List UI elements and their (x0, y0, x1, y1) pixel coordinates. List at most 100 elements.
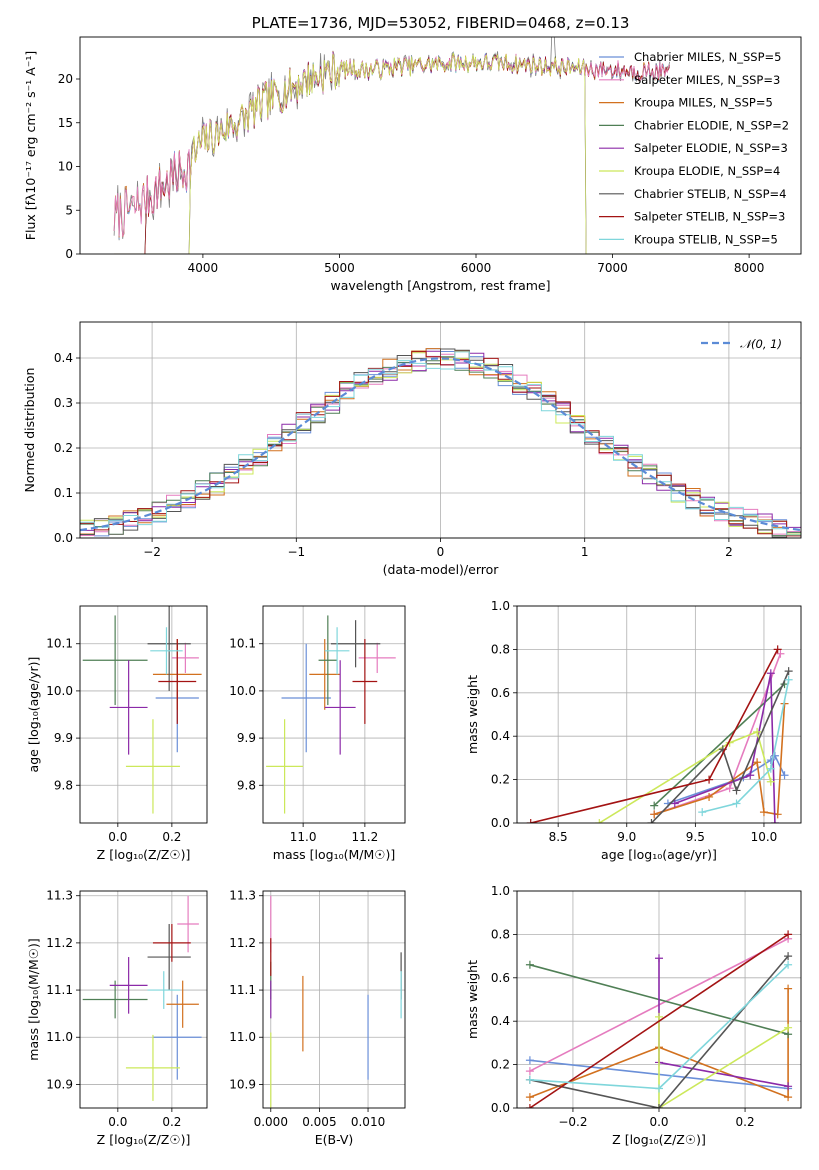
plot-area (113, 37, 670, 254)
weight-point (595, 819, 604, 823)
x-tick-label: 0.005 (302, 1115, 336, 1129)
weight-point (525, 1093, 534, 1102)
weight-point (759, 808, 768, 817)
y-tick-label: 0.6 (491, 971, 510, 985)
y-tick-label: 9.8 (54, 778, 73, 792)
weight-point (732, 799, 741, 808)
panel-z-age: 0.0 0.2 9.8 9.9 10.0 10.1 Z [log₁₀(Z/Z☉)] age [… (26, 605, 208, 862)
x-axis-label: Z [log₁₀(Z/Z☉)] (97, 847, 191, 862)
x-axis-label: wavelength [Angstrom, rest frame] (330, 278, 550, 293)
x-tick-label: 0.0 (108, 1115, 127, 1129)
weight-point (784, 667, 793, 676)
axes-frame (516, 890, 802, 1109)
weight-point (766, 777, 775, 786)
y-axis-label: mass [log₁₀(M/M☉)] (26, 938, 41, 1060)
panel-ebv-mass: 0.000 0.005 0.010 10.9 11.0 11.1 11.2 11.3 E(B-V… (229, 889, 406, 1147)
x-tick-label: 0.0 (649, 1115, 668, 1129)
y-tick-label: 1.0 (491, 884, 510, 898)
weight-point (650, 801, 659, 810)
axes-frame (79, 890, 208, 1109)
weight-line (653, 683, 786, 807)
legend-label: Kroupa MILES, N_SSP=5 (634, 96, 773, 110)
y-tick-label: 0.4 (491, 1014, 510, 1028)
legend: Chabrier MILES, N_SSP=5 Salpeter MILES, N… (599, 50, 789, 246)
legend-label: Chabrier STELIB, N_SSP=4 (634, 187, 786, 201)
y-tick-label: 0.3 (54, 396, 73, 410)
legend-label: Kroupa ELODIE, N_SSP=4 (634, 164, 780, 178)
y-tick-label: 9.9 (237, 731, 256, 745)
weight-point (526, 819, 535, 823)
axes-frame (516, 605, 802, 824)
y-tick-label: 10 (58, 160, 73, 174)
weight-point (647, 819, 656, 823)
y-tick-label: 11.0 (229, 1030, 256, 1044)
weight-line (653, 703, 786, 816)
weight-point (525, 1075, 534, 1084)
y-tick-label: 0.0 (54, 531, 73, 545)
x-axis-label: (data-model)/error (383, 562, 500, 577)
x-tick-label: 4000 (188, 261, 219, 275)
axes-frame (262, 890, 406, 1109)
y-tick-label: 11.0 (46, 1030, 73, 1044)
weight-line (529, 933, 789, 1108)
plot-area (80, 348, 801, 538)
y-axis-label: age [log₁₀(age/yr)] (26, 657, 41, 773)
y-tick-label: 10.0 (229, 684, 256, 698)
plot-area (82, 606, 202, 814)
y-tick-label: 0.2 (491, 1058, 510, 1072)
x-tick-label: 7000 (597, 261, 628, 275)
legend-label: Kroupa STELIB, N_SSP=5 (634, 232, 778, 246)
axes-frame (79, 321, 802, 539)
x-tick-label: 8000 (734, 261, 765, 275)
y-tick-label: 0.0 (491, 1101, 510, 1115)
y-tick-label: 11.2 (46, 936, 73, 950)
weight-point (525, 1056, 534, 1065)
panel-residuals: −2 −1 0 1 2 0.0 0.1 0.2 0.3 0.4 𝒩(0, 1) (data-model… (22, 321, 802, 577)
x-tick-label: 0.000 (254, 1115, 288, 1129)
x-tick-label: 9.5 (686, 830, 705, 844)
weight-point (784, 930, 793, 939)
x-tick-label: 0 (437, 545, 445, 559)
y-tick-label: 0.0 (491, 816, 510, 830)
weight-point (784, 984, 793, 993)
weight-line (598, 730, 772, 823)
chart-title: PLATE=1736, MJD=53052, FIBERID=0468, z=0… (252, 14, 630, 32)
weight-point (655, 1084, 663, 1093)
weight-point (766, 764, 775, 773)
y-tick-label: 0.2 (54, 441, 73, 455)
y-tick-label: 0.1 (54, 486, 73, 500)
x-tick-label: −1 (287, 545, 305, 559)
x-tick-label: −0.2 (558, 1115, 587, 1129)
axes-frame (79, 36, 802, 255)
y-tick-label: 5 (65, 203, 73, 217)
legend-label: Chabrier MILES, N_SSP=5 (634, 50, 781, 64)
weight-point (780, 771, 789, 780)
weight-point (784, 960, 793, 969)
y-tick-label: 20 (58, 72, 73, 86)
weight-point (655, 1104, 663, 1108)
y-axis-label: Normed distribution (22, 368, 37, 493)
weight-line (650, 670, 790, 823)
weight-line (658, 1016, 789, 1108)
weight-point (784, 675, 793, 684)
x-tick-label: 2 (725, 545, 733, 559)
legend-label: Chabrier ELODIE, N_SSP=2 (634, 118, 789, 132)
weight-point (770, 819, 779, 823)
weight-point (732, 786, 741, 795)
legend-label: Salpeter ELODIE, N_SSP=3 (634, 141, 788, 155)
y-tick-label: 0 (65, 247, 73, 261)
y-tick-label: 11.1 (229, 983, 256, 997)
y-tick-label: 11.2 (229, 936, 256, 950)
axes-frame (79, 605, 208, 824)
plot-area (266, 615, 396, 814)
plot-area (82, 895, 202, 1101)
x-tick-label: 10.0 (751, 830, 778, 844)
y-tick-label: 1.0 (491, 599, 510, 613)
panel-z-mass: 0.0 0.2 10.9 11.0 11.1 11.2 11.3 Z [log₁₀(Z/Z☉)… (26, 889, 208, 1147)
weight-point (525, 960, 534, 969)
legend-label: Salpeter STELIB, N_SSP=3 (634, 210, 785, 224)
y-tick-label: 10.1 (46, 637, 73, 651)
x-tick-label: 11.0 (290, 830, 317, 844)
x-tick-label: 0.010 (351, 1115, 385, 1129)
